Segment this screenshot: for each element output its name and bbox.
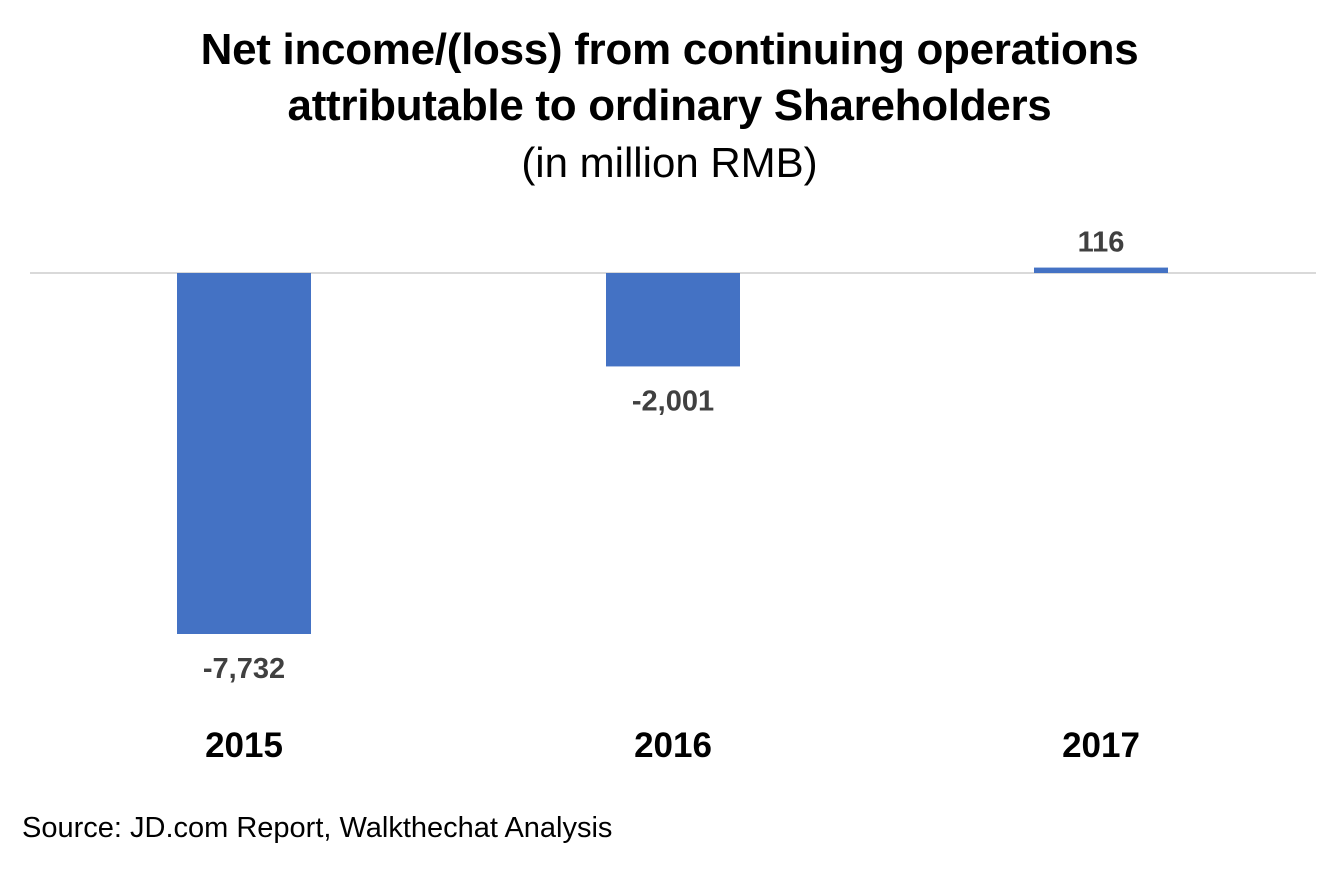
category-label-2016: 2016 [634, 726, 712, 765]
chart-title-line-2: attributable to ordinary Shareholders [287, 81, 1052, 130]
chart-title-line-1: Net income/(loss) from continuing operat… [200, 25, 1139, 74]
bars-group [177, 267, 1168, 634]
data-labels-group: -7,732 -2,001 116 [203, 227, 1125, 685]
source-note: Source: JD.com Report, Walkthechat Analy… [22, 812, 613, 844]
bar-2017 [1034, 267, 1168, 273]
data-label-2016: -2,001 [632, 385, 714, 417]
category-label-2015: 2015 [205, 726, 283, 765]
bar-2016 [606, 273, 740, 367]
bar-2015 [177, 273, 311, 634]
data-label-2017: 116 [1078, 227, 1125, 259]
data-label-2015: -7,732 [203, 653, 285, 685]
category-label-2017: 2017 [1062, 726, 1140, 765]
chart-subtitle: (in million RMB) [521, 139, 818, 186]
category-labels-group: 2015 2016 2017 [205, 726, 1140, 765]
bar-chart: -7,732 -2,001 116 2015 2016 2017 [30, 227, 1316, 765]
chart-title: Net income/(loss) from continuing operat… [0, 22, 1339, 192]
